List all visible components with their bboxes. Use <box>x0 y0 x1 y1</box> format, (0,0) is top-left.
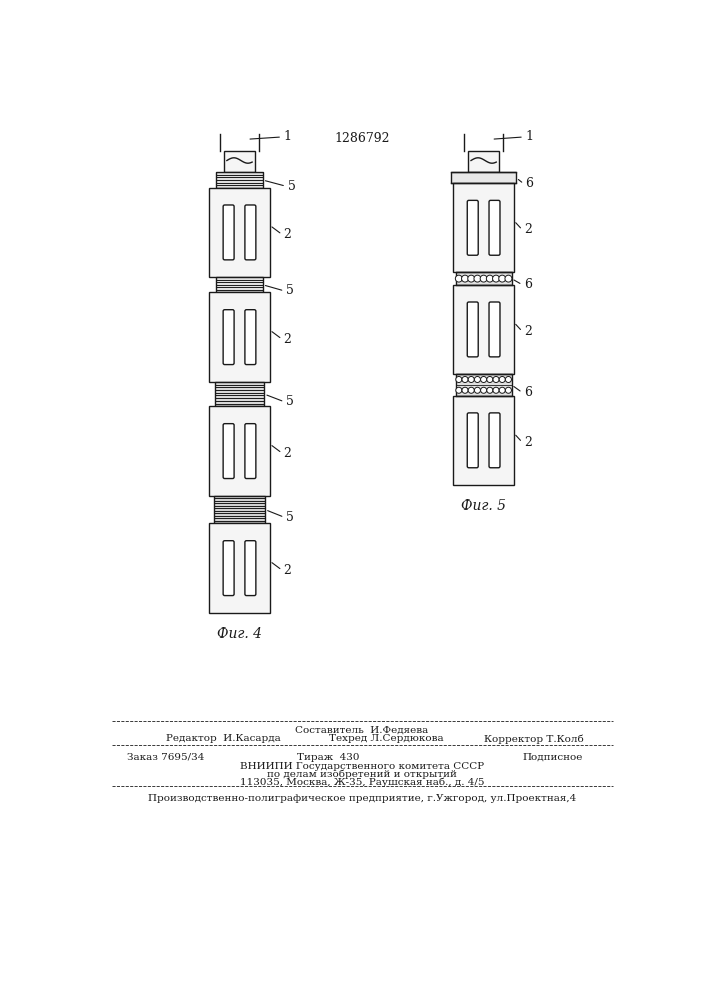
FancyBboxPatch shape <box>467 413 478 468</box>
FancyBboxPatch shape <box>245 424 256 479</box>
Text: 6: 6 <box>524 386 532 399</box>
Circle shape <box>499 387 506 393</box>
Text: 1: 1 <box>284 130 292 143</box>
Text: 1286792: 1286792 <box>334 132 390 145</box>
Text: Фиг. 5: Фиг. 5 <box>461 499 506 513</box>
Text: 5: 5 <box>286 284 294 297</box>
Text: Тираж  430: Тираж 430 <box>298 753 360 762</box>
FancyBboxPatch shape <box>489 413 500 468</box>
Bar <box>453 285 514 374</box>
Circle shape <box>487 376 493 383</box>
Bar <box>453 396 514 485</box>
Bar <box>209 292 270 382</box>
Bar <box>468 151 499 172</box>
Bar <box>209 188 270 277</box>
Text: 113035, Москва, Ж-35, Раушская наб., д. 4/5: 113035, Москва, Ж-35, Раушская наб., д. … <box>240 778 484 787</box>
FancyBboxPatch shape <box>223 541 234 596</box>
Circle shape <box>505 275 512 282</box>
Text: Производственно-полиграфическое предприятие, г.Ужгород, ул.Проектная,4: Производственно-полиграфическое предприя… <box>148 794 576 803</box>
Text: 2: 2 <box>284 228 291 241</box>
Bar <box>451 172 516 183</box>
Circle shape <box>481 387 486 393</box>
Text: 2: 2 <box>284 447 291 460</box>
Circle shape <box>499 376 506 383</box>
Circle shape <box>493 376 499 383</box>
Bar <box>453 183 514 272</box>
Text: по делам изобретений и открытий: по делам изобретений и открытий <box>267 770 457 779</box>
Circle shape <box>480 275 487 282</box>
FancyBboxPatch shape <box>489 200 500 255</box>
Text: 2: 2 <box>524 325 532 338</box>
Text: 6: 6 <box>524 278 532 291</box>
FancyBboxPatch shape <box>223 424 234 479</box>
FancyBboxPatch shape <box>489 302 500 357</box>
Circle shape <box>456 376 462 383</box>
Circle shape <box>481 376 486 383</box>
FancyBboxPatch shape <box>467 200 478 255</box>
Bar <box>209 523 270 613</box>
FancyBboxPatch shape <box>223 205 234 260</box>
Circle shape <box>474 376 481 383</box>
Text: 2: 2 <box>284 564 291 577</box>
Circle shape <box>493 275 500 282</box>
Text: 2: 2 <box>524 223 532 236</box>
Text: Фиг. 4: Фиг. 4 <box>217 627 262 641</box>
Bar <box>209 406 270 496</box>
Text: Составитель  И.Федяева: Составитель И.Федяева <box>296 725 428 734</box>
Circle shape <box>468 387 474 393</box>
Circle shape <box>455 275 462 282</box>
Bar <box>214 496 265 523</box>
Text: Корректор Т.Колб: Корректор Т.Колб <box>484 734 583 744</box>
Bar <box>215 382 264 406</box>
Circle shape <box>493 387 499 393</box>
FancyBboxPatch shape <box>467 302 478 357</box>
Bar <box>216 172 263 188</box>
Circle shape <box>462 387 468 393</box>
FancyBboxPatch shape <box>245 541 256 596</box>
Text: 1: 1 <box>525 130 534 143</box>
Text: Редактор  И.Касарда: Редактор И.Касарда <box>166 734 281 743</box>
FancyBboxPatch shape <box>223 310 234 365</box>
Text: Техред Л.Сердюкова: Техред Л.Сердюкова <box>329 734 443 743</box>
Circle shape <box>486 275 493 282</box>
Circle shape <box>462 275 469 282</box>
Bar <box>456 272 512 285</box>
Text: 5: 5 <box>288 180 296 193</box>
Circle shape <box>468 275 474 282</box>
Text: Подписное: Подписное <box>522 753 583 762</box>
Circle shape <box>498 275 506 282</box>
Circle shape <box>506 376 511 383</box>
Circle shape <box>468 376 474 383</box>
Circle shape <box>474 387 481 393</box>
Text: 2: 2 <box>284 333 291 346</box>
Bar <box>216 277 263 292</box>
Text: 6: 6 <box>525 177 534 190</box>
Circle shape <box>487 387 493 393</box>
Circle shape <box>506 387 511 393</box>
Text: 5: 5 <box>286 511 294 524</box>
Bar <box>224 151 255 172</box>
Text: 5: 5 <box>286 395 294 408</box>
Circle shape <box>462 376 468 383</box>
FancyBboxPatch shape <box>245 310 256 365</box>
Circle shape <box>474 275 481 282</box>
Circle shape <box>456 387 462 393</box>
FancyBboxPatch shape <box>245 205 256 260</box>
Bar <box>456 374 512 396</box>
Text: 2: 2 <box>524 436 532 449</box>
Text: Заказ 7695/34: Заказ 7695/34 <box>127 753 204 762</box>
Text: ВНИИПИ Государственного комитета СССР: ВНИИПИ Государственного комитета СССР <box>240 762 484 771</box>
